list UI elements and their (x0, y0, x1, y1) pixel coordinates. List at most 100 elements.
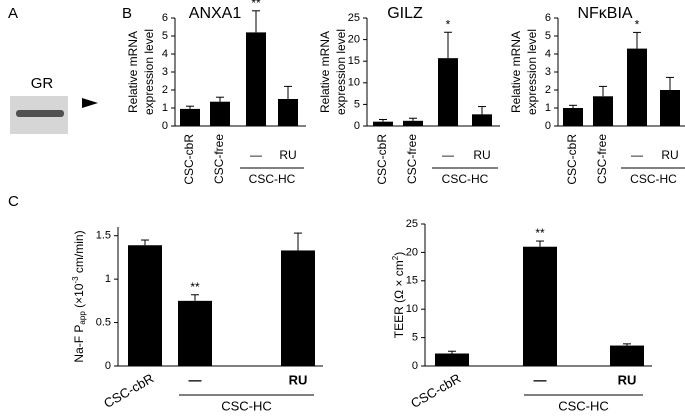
y-tick-label: 1.5 (96, 230, 111, 242)
x-tick-label: RU (473, 148, 490, 162)
significance: * (446, 17, 451, 31)
bar (180, 108, 200, 126)
bar (128, 245, 162, 366)
group-label: CSC-HC (630, 172, 677, 186)
significance: ** (535, 226, 545, 240)
y-tick-label: 0 (162, 120, 168, 132)
y-axis-label: expression level (525, 29, 539, 115)
x-tick-label: — (250, 148, 262, 162)
y-axis-label-part: Na-F P (72, 325, 86, 363)
bar (593, 96, 613, 126)
y-tick-label: 0 (354, 120, 360, 132)
y-tick-label: 6 (162, 12, 168, 24)
y-axis-label-part: -3 (71, 276, 80, 284)
x-tick-label: RU (618, 372, 637, 387)
y-axis-label: expression level (334, 29, 348, 115)
x-tick-label: — (442, 148, 454, 162)
panel-label: A (8, 5, 18, 22)
y-axis-label: Relative mRNA (318, 31, 332, 113)
x-tick-label: CSC-cbR (101, 371, 156, 411)
bar (660, 90, 680, 126)
y-tick-label: 3 (162, 66, 168, 78)
y-tick-label: 15 (348, 55, 360, 67)
y-tick-label: 0 (545, 120, 551, 132)
panel-label: B (122, 5, 132, 22)
x-tick-label: RU (279, 148, 296, 162)
y-tick-label: 1 (105, 273, 111, 285)
bar (438, 58, 458, 127)
bar (435, 353, 469, 366)
x-tick-label: CSC-free (595, 134, 609, 184)
y-tick-label: 2 (545, 84, 551, 96)
y-tick-label: 2 (162, 84, 168, 96)
chart-title: NFκBIA (577, 5, 632, 22)
x-tick-label: CSC-cbR (375, 134, 389, 185)
y-tick-label: 4 (545, 48, 551, 60)
bar (210, 101, 230, 126)
group-label: CSC-HC (558, 398, 609, 413)
y-axis-label: TEER (Ω × cm2) (391, 252, 406, 338)
x-tick-label: CSC-cbR (565, 134, 579, 185)
bar (472, 114, 492, 126)
x-tick-label: CSC-cbR (182, 134, 196, 185)
bar (278, 99, 298, 126)
significance: ** (251, 0, 261, 10)
blot-band (16, 110, 64, 117)
significance: ** (190, 280, 200, 294)
x-tick-label: CSC-free (212, 134, 226, 184)
y-tick-label: 5 (354, 98, 360, 110)
y-tick-label: 20 (406, 246, 418, 258)
y-axis-label-part: cm/min) (72, 230, 86, 276)
bar (610, 345, 644, 366)
x-tick-label: RU (289, 372, 308, 387)
y-tick-label: 6 (545, 12, 551, 24)
chart-title: ANXA1 (189, 5, 242, 22)
y-axis-label-part: app (78, 311, 87, 325)
y-tick-label: 0 (105, 360, 111, 372)
chart-title: GILZ (387, 5, 423, 22)
y-tick-label: 5 (412, 332, 418, 344)
bar (373, 121, 393, 126)
y-tick-label: 25 (348, 12, 360, 24)
y-axis-label-part: TEER (Ω × cm (392, 260, 406, 338)
y-tick-label: 10 (348, 77, 360, 89)
y-axis-label-part: ) (392, 252, 406, 256)
y-tick-label: 0 (412, 360, 418, 372)
bar (627, 48, 647, 126)
group-label: CSC-HC (249, 172, 296, 186)
y-tick-label: 1 (545, 102, 551, 114)
group-label: CSC-HC (442, 172, 489, 186)
bar (246, 32, 266, 126)
arrowhead (82, 98, 98, 108)
blot-label: GR (31, 75, 54, 92)
y-tick-label: 5 (162, 30, 168, 42)
bar (178, 300, 212, 366)
panel-label: C (8, 193, 19, 210)
y-axis-label: Relative mRNA (126, 31, 140, 113)
group-label: CSC-HC (221, 398, 272, 413)
y-tick-label: 4 (162, 48, 168, 60)
x-tick-label: — (534, 372, 547, 387)
x-tick-label: CSC-cbR (408, 371, 463, 411)
bar (281, 250, 315, 366)
y-tick-label: 1 (162, 102, 168, 114)
y-axis-label: expression level (142, 29, 156, 115)
x-tick-label: CSC-free (405, 134, 419, 184)
x-tick-label: — (189, 372, 202, 387)
x-tick-label: — (631, 148, 643, 162)
bar (563, 108, 583, 126)
y-tick-label: 20 (348, 34, 360, 46)
y-tick-label: 25 (406, 218, 418, 230)
bar (523, 246, 557, 366)
y-axis-label-part: (×10 (72, 283, 86, 311)
bar (403, 120, 423, 126)
y-tick-label: 0.5 (96, 316, 111, 328)
y-axis-label: Na-F Papp (×10-3 cm/min) (71, 230, 87, 362)
y-axis-label-part: 2 (391, 255, 400, 260)
x-tick-label: RU (661, 148, 678, 162)
y-axis-label: Relative mRNA (509, 31, 523, 113)
y-tick-label: 15 (406, 275, 418, 287)
y-tick-label: 3 (545, 66, 551, 78)
significance: * (635, 18, 640, 32)
